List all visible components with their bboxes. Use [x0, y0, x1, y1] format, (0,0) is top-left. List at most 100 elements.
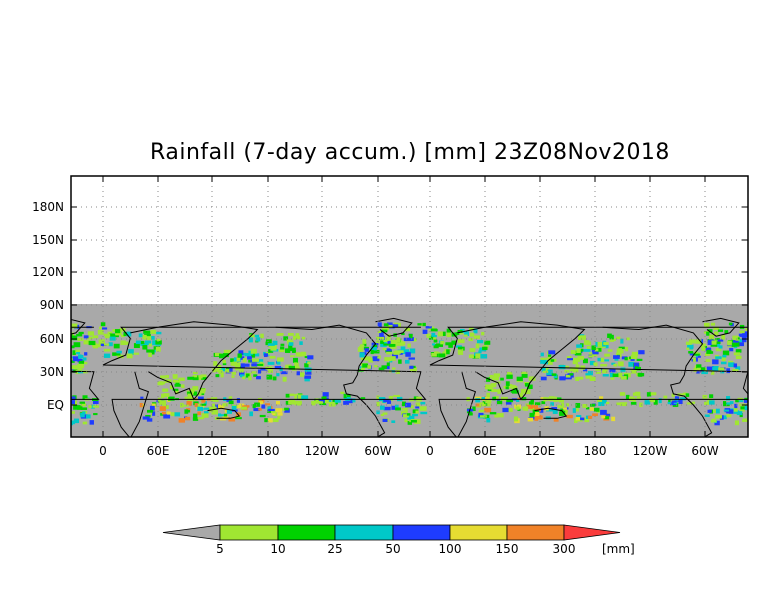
rain-cell: [324, 399, 329, 404]
rain-cell: [240, 363, 245, 368]
rain-cell: [140, 396, 144, 399]
rain-cell: [714, 420, 720, 426]
rain-cell: [575, 417, 581, 421]
rain-cell: [734, 403, 738, 409]
legend-swatch: [563, 524, 621, 541]
rain-cell: [77, 358, 83, 363]
rain-cell: [632, 392, 638, 396]
rain-cell: [715, 408, 720, 414]
rain-cell: [626, 337, 630, 341]
rain-cell: [268, 418, 273, 423]
rain-cell: [277, 412, 283, 416]
rain-cell: [475, 343, 480, 349]
rain-cell: [386, 324, 393, 329]
rain-cell: [431, 353, 437, 357]
rain-cell: [178, 418, 186, 423]
rain-cell: [457, 346, 463, 350]
rain-cell: [689, 339, 696, 344]
rain-cell: [609, 338, 615, 342]
rain-cell: [174, 383, 181, 387]
rain-cell: [142, 345, 148, 350]
rain-cell: [707, 409, 712, 413]
rain-cell: [280, 346, 285, 352]
rain-cell: [591, 353, 598, 357]
rain-cell: [114, 329, 121, 334]
rain-cell: [631, 351, 638, 356]
rain-cell: [706, 331, 710, 336]
rain-cell: [71, 400, 76, 405]
rain-cell: [479, 403, 486, 407]
rain-cell: [250, 348, 257, 354]
rain-cell: [738, 342, 745, 347]
rain-cell: [636, 358, 643, 362]
rain-cell: [670, 400, 677, 406]
rain-cell: [488, 384, 494, 390]
rain-cell: [420, 401, 426, 405]
coastline: [375, 317, 413, 337]
rain-cell: [80, 403, 87, 407]
rain-cell: [109, 333, 116, 338]
rain-cell: [479, 397, 486, 400]
rain-cell: [101, 327, 108, 330]
rain-cell: [277, 415, 281, 420]
rain-cell: [650, 392, 657, 396]
coastline: [275, 324, 386, 437]
rain-cell: [415, 406, 420, 409]
rain-cell: [81, 407, 88, 410]
rain-cell: [270, 408, 275, 414]
rain-cell: [383, 343, 389, 346]
rain-cell: [163, 413, 171, 419]
rain-cell: [636, 396, 641, 399]
rain-cell: [156, 338, 161, 341]
rain-cell: [548, 396, 555, 402]
rain-cell: [561, 403, 565, 408]
rain-cell: [405, 402, 411, 408]
legend-label: 50: [385, 542, 400, 556]
rain-cell: [502, 407, 509, 413]
rain-cell: [184, 396, 189, 399]
rain-cell: [292, 335, 297, 340]
rain-cell: [240, 352, 247, 356]
rain-cell: [630, 354, 638, 360]
rain-cell: [472, 406, 476, 411]
rain-cell: [219, 353, 224, 359]
rain-cell: [249, 333, 253, 336]
rain-cell: [113, 334, 119, 338]
rain-cell: [606, 401, 610, 405]
rain-cell: [489, 374, 494, 379]
rain-cell: [534, 407, 541, 412]
rain-cell: [722, 401, 727, 405]
y-tick-label: 60N: [40, 332, 64, 346]
rain-cell: [160, 375, 166, 379]
rain-cell: [264, 418, 268, 423]
rain-cell: [611, 362, 616, 365]
rain-cell: [735, 366, 741, 370]
rain-cell: [511, 390, 519, 394]
rain-cell: [589, 407, 594, 411]
rain-cell: [706, 366, 714, 371]
rain-cell: [231, 371, 236, 375]
rain-cell: [686, 402, 694, 405]
rain-cell: [457, 329, 463, 333]
rain-cell: [239, 368, 244, 373]
rain-cell: [671, 400, 677, 403]
rain-cell: [265, 339, 272, 342]
rain-cell: [109, 336, 116, 341]
rain-cell: [638, 350, 645, 355]
rain-cell: [157, 381, 164, 386]
rain-cell: [721, 356, 726, 362]
rain-cell: [738, 333, 743, 337]
rain-cell: [739, 409, 745, 412]
rain-cell: [609, 369, 616, 373]
rain-cell: [267, 406, 272, 411]
rain-cell: [248, 337, 253, 343]
rain-cell: [249, 334, 256, 338]
rain-cell: [475, 403, 482, 407]
rain-cell: [86, 336, 93, 340]
rain-cell: [696, 371, 700, 374]
rain-cell: [301, 336, 306, 340]
chart-title: Rainfall (7-day accum.) [mm] 23Z08Nov201…: [150, 140, 670, 165]
rain-cell: [707, 341, 713, 345]
rain-cell: [143, 330, 151, 334]
